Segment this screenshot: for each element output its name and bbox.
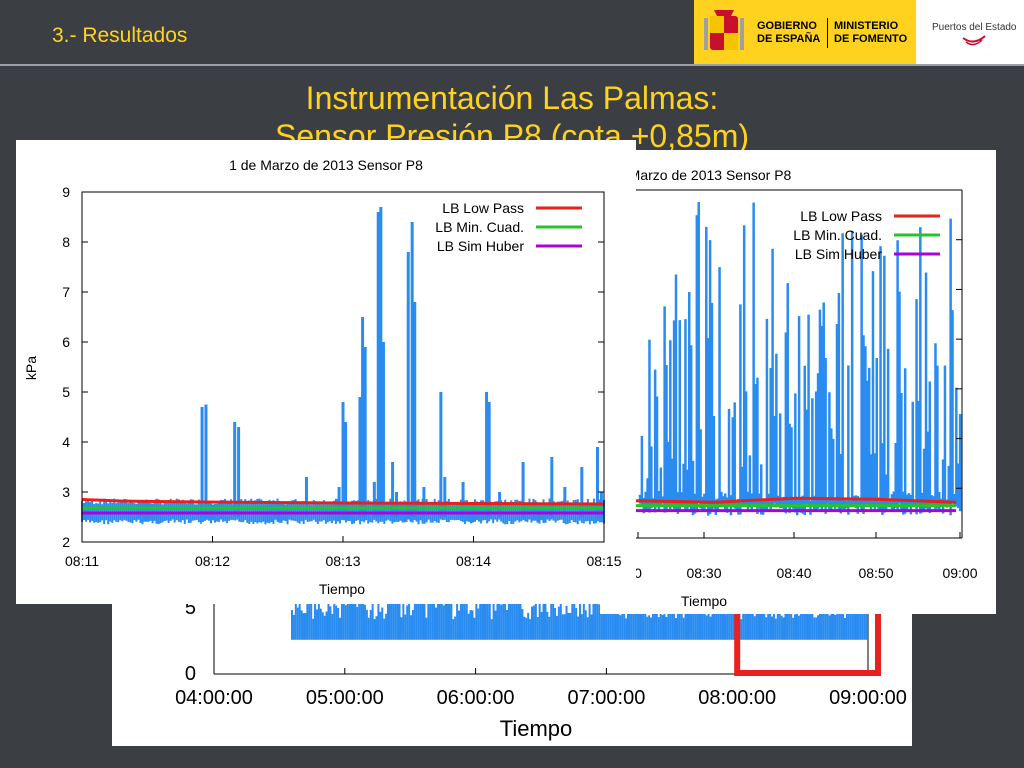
legend-label: LB Min. Cuad.: [435, 219, 524, 235]
legend-label: LB Min. Cuad.: [793, 227, 882, 243]
y-tick-label: 3: [62, 484, 70, 500]
x-tick-label: 05:00:00: [306, 687, 384, 709]
x-tick-label: 06:00:00: [437, 687, 515, 709]
gobierno-text: GOBIERNO DE ESPAÑA: [757, 20, 821, 45]
puertos-swoosh-icon: [962, 35, 986, 46]
x-tick-label: 08:50: [858, 565, 893, 581]
x-tick-label: 08:30: [686, 565, 721, 581]
logo-divider: [827, 18, 828, 48]
chart-title: 1 de Marzo de 2013 Sensor P8: [229, 157, 423, 173]
x-tick-label: 08:00:00: [698, 687, 776, 709]
x-tick-label: 08:15: [586, 553, 621, 569]
legend-label: LB Low Pass: [800, 208, 882, 224]
x-tick-label: 08:12: [195, 553, 230, 569]
y-tick-label: 5: [62, 384, 70, 400]
x-tick-label: 08:40: [776, 565, 811, 581]
y-axis-label: kPa: [23, 356, 39, 380]
section-heading: 3.- Resultados: [52, 24, 188, 47]
legend-label: LB Low Pass: [442, 200, 524, 216]
x-tick-label: 0: [634, 565, 642, 581]
legend-label: LB Sim Huber: [437, 238, 524, 254]
y-tick-label: 5: [185, 597, 196, 619]
x-axis-label: Tiempo: [681, 593, 727, 609]
x-tick-label: 08:14: [456, 553, 491, 569]
logos-banner: GOBIERNO DE ESPAÑA MINISTERIO DE FOMENTO…: [694, 0, 1024, 64]
chart-title: Marzo de 2013 Sensor P8: [629, 167, 792, 183]
x-tick-label: 07:00:00: [567, 687, 645, 709]
coat-of-arms-icon: [704, 10, 744, 50]
x-tick-label: 08:11: [65, 553, 99, 569]
zoom-highlight-box: [734, 560, 881, 676]
y-tick-label: 9: [62, 184, 70, 200]
right-chart: Marzo de 2013 Sensor P8 Tiempo 0 08:30 08:40…: [629, 167, 978, 609]
ministerio-text: MINISTERIO DE FOMENTO: [834, 20, 908, 45]
x-tick-label: 09:00: [942, 565, 977, 581]
gobierno-logo: GOBIERNO DE ESPAÑA MINISTERIO DE FOMENTO: [694, 0, 916, 64]
right-chart-panel: Marzo de 2013 Sensor P8 Tiempo 0 08:30 08:40…: [600, 150, 996, 614]
y-tick-label: 6: [62, 334, 70, 350]
y-tick-label: 2: [62, 534, 70, 550]
y-tick-label: 7: [62, 284, 70, 300]
left-chart: 1 de Marzo de 2013 Sensor P8 kPa Tiempo 9 8 7…: [23, 157, 622, 597]
slide-title: Instrumentación Las Palmas:: [305, 80, 719, 116]
x-tick-label: 04:00:00: [175, 687, 253, 709]
puertos-logo-text: Puertos del Estado: [932, 22, 1017, 33]
legend-label: LB Sim Huber: [795, 246, 882, 262]
left-chart-panel: 1 de Marzo de 2013 Sensor P8 kPa Tiempo 9 8 7…: [16, 140, 636, 604]
x-axis-label: Tiempo: [319, 581, 365, 597]
y-tick-label: 4: [62, 434, 70, 450]
y-tick-label: 0: [185, 663, 196, 685]
series-line-1: [81, 498, 605, 506]
header-divider: [0, 64, 1024, 66]
x-tick-label: 09:00:00: [829, 687, 907, 709]
y-tick-label: 8: [62, 234, 70, 250]
series-line-1: [633, 496, 957, 504]
x-axis-label: Tiempo: [500, 716, 573, 741]
x-tick-label: 08:13: [325, 553, 360, 569]
